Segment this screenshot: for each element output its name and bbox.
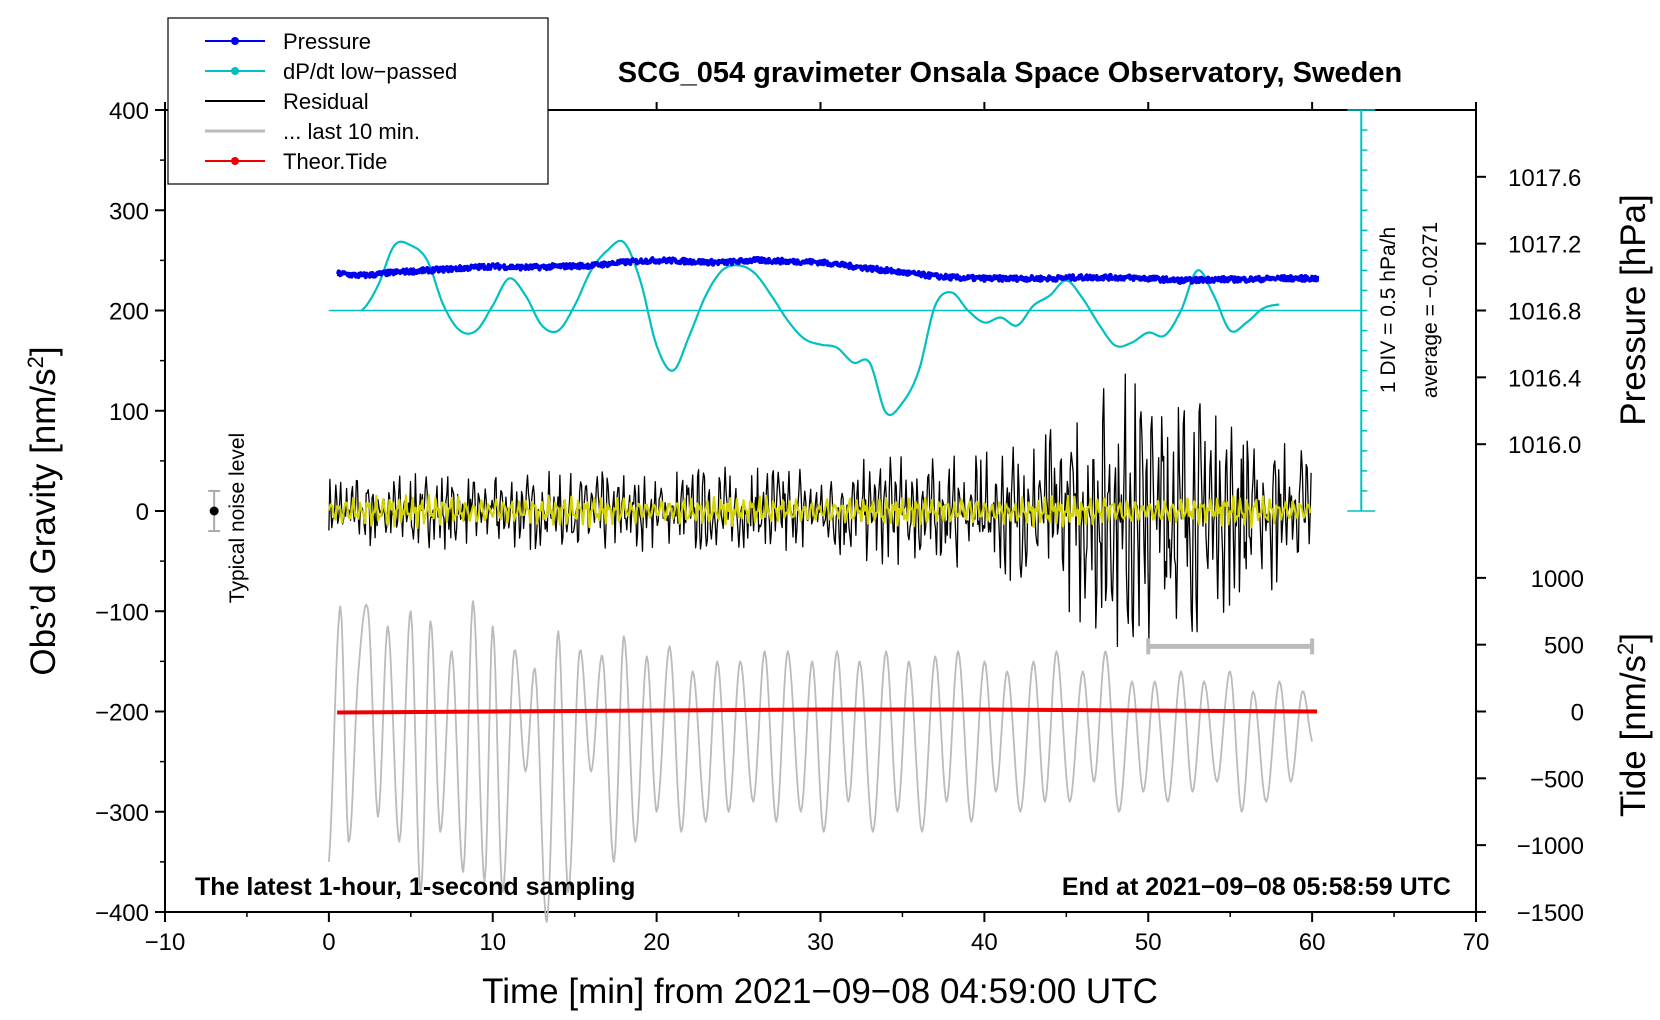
pressure-series: [335, 255, 1319, 285]
pressure-tick-label: 1016.0: [1508, 432, 1581, 459]
y-tick-label: −100: [95, 599, 149, 626]
tide-tick-label: −500: [1530, 766, 1584, 793]
x-tick-label: 60: [1299, 929, 1326, 956]
y-tick-label: 300: [109, 198, 149, 225]
x-tick-label: 40: [971, 929, 998, 956]
tide-axis-label: Tide [nm/s2]: [1613, 633, 1653, 817]
left-y-axis-label: Obs’d Gravity [nm/s2]: [23, 346, 63, 675]
tide-tick-label: 500: [1544, 633, 1584, 660]
chart-title: SCG_054 gravimeter Onsala Space Observat…: [618, 57, 1402, 89]
tide-tick-label: 1000: [1531, 566, 1584, 593]
pressure-tick-label: 1016.4: [1508, 365, 1581, 392]
y-tick-label: 200: [109, 299, 149, 326]
tide-tick-label: −1500: [1517, 900, 1584, 927]
y-tick-label: −300: [95, 800, 149, 827]
y-tick-label: 100: [109, 399, 149, 426]
legend: Pressure dP/dt low−passed Residual ... last…: [167, 17, 549, 185]
left-y-axis-label-base: Obs’d Gravity [nm/s: [24, 368, 63, 675]
pressure-axis-label: Pressure [hPa]: [1614, 194, 1653, 426]
x-tick-label: 50: [1135, 929, 1162, 956]
x-tick-label: 30: [807, 929, 834, 956]
pressure-tick-label: 1016.8: [1508, 299, 1581, 326]
noise-level-label: Typical noise level: [226, 433, 249, 603]
tide-tick-label: −1000: [1517, 833, 1584, 860]
x-tick-label: −10: [145, 929, 186, 956]
pressure-tick-label: 1017.2: [1508, 232, 1581, 259]
noise-level-dot: [209, 506, 219, 516]
bottom-right-note: End at 2021−09−08 05:58:59 UTC: [1062, 873, 1451, 901]
tide-tick-label: 0: [1571, 700, 1584, 727]
y-tick-label: −200: [95, 700, 149, 727]
legend-label: Residual: [283, 89, 369, 114]
theor-tide-series: [337, 707, 1318, 715]
left-y-axis-label-tail: ]: [24, 346, 63, 356]
left-y-axis-label-sup: 2: [23, 356, 48, 368]
annotation-layer: [208, 109, 1376, 655]
x-tick-label: 0: [322, 929, 335, 956]
tide-axis-label-sup: 2: [1613, 643, 1638, 655]
x-axis-label: Time [min] from 2021−09−08 04:59:00 UTC: [482, 972, 1158, 1011]
scale-bar-label-average: average = −0.0271: [1419, 222, 1442, 398]
legend-marker: [231, 37, 239, 45]
pressure-tick-label: 1017.6: [1508, 165, 1581, 192]
legend-label: Pressure: [283, 29, 371, 54]
tide-axis-label-base: Tide [nm/s: [1614, 655, 1653, 817]
y-tick-label: 0: [136, 499, 149, 526]
legend-marker: [231, 157, 239, 165]
x-tick-label: 20: [643, 929, 670, 956]
bottom-left-note: The latest 1-hour, 1-second sampling: [195, 873, 635, 901]
y-tick-label: −400: [95, 900, 149, 927]
axes-layer: −10 0 10 20 30 40 50 60 70−400−300−200−100010020…: [95, 98, 1584, 956]
x-tick-label: 10: [479, 929, 506, 956]
dpdt-series: [360, 239, 1280, 417]
series-layer: [327, 239, 1362, 923]
legend-items: Pressure dP/dt low−passed Residual ... last…: [205, 29, 457, 174]
y-tick-label: 400: [109, 98, 149, 125]
legend-label: ... last 10 min.: [283, 119, 420, 144]
tide-axis-label-tail: ]: [1614, 633, 1653, 643]
legend-marker: [231, 67, 239, 75]
residual-smoothed-series: [327, 493, 1312, 530]
x-tick-label: 70: [1463, 929, 1490, 956]
legend-label: Theor.Tide: [283, 149, 387, 174]
legend-label: dP/dt low−passed: [283, 59, 457, 84]
scale-bar-label-div: 1 DIV = 0.5 hPa/h: [1377, 227, 1400, 393]
